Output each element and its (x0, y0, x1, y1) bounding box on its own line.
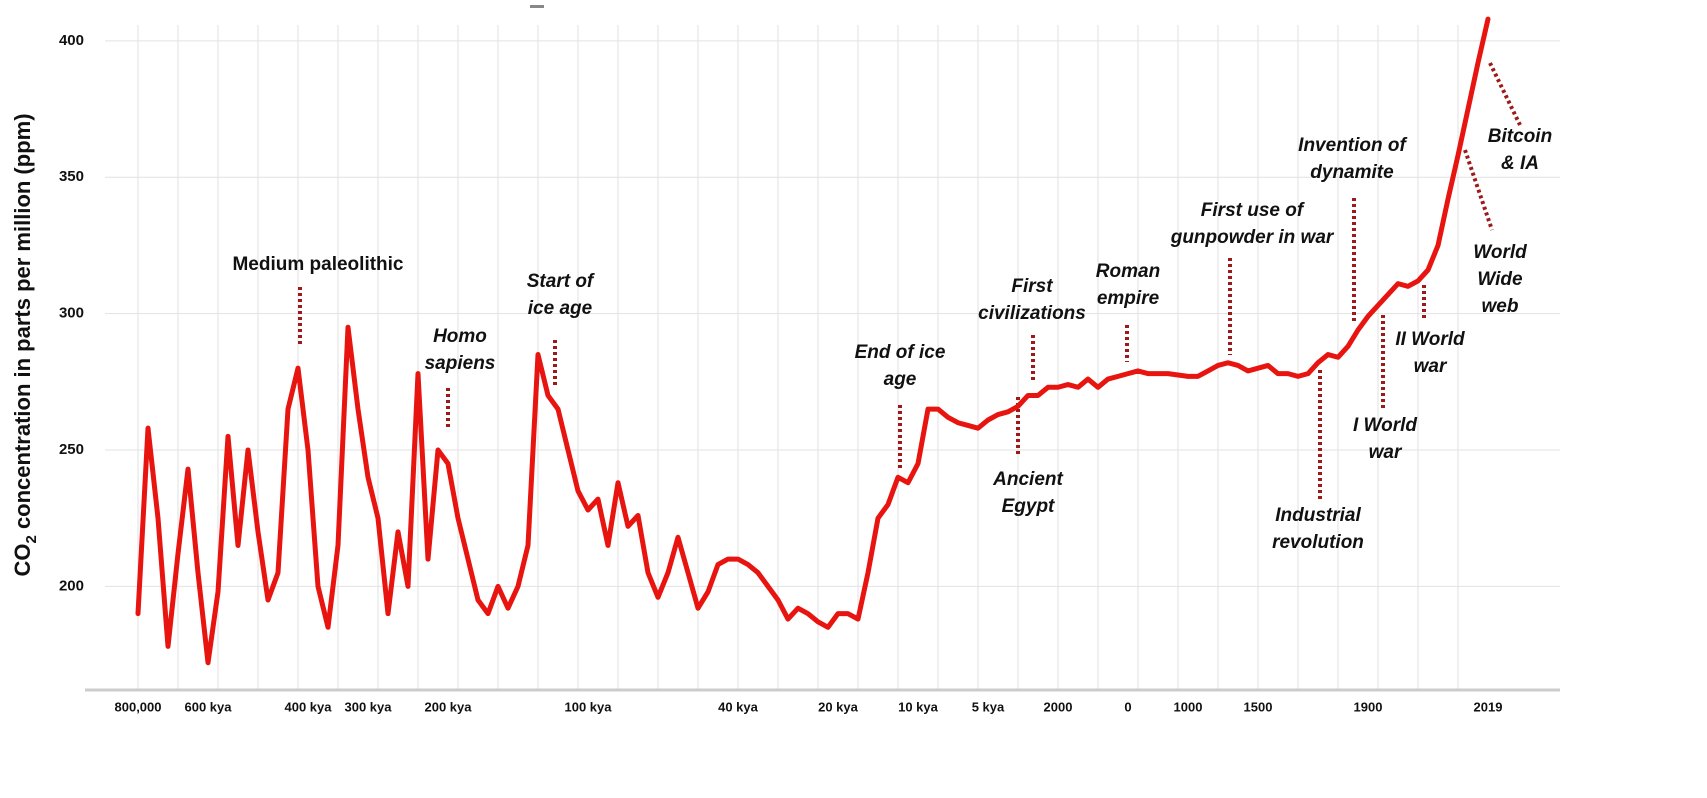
annotation: I World (1353, 415, 1417, 436)
annotation: age (884, 369, 917, 390)
annotation: civilizations (978, 303, 1086, 324)
y-tick-label: 300 (59, 305, 84, 322)
annotation: Wide (1477, 269, 1523, 290)
x-tick-label: 40 kya (718, 699, 759, 714)
annotation: Invention of (1298, 135, 1407, 156)
annotation: & IA (1501, 153, 1539, 174)
x-tick-label: 2019 (1474, 699, 1503, 714)
annotation-leader (1463, 149, 1494, 231)
annotation: web (1482, 296, 1519, 317)
decoration (530, 5, 544, 8)
annotation: World (1473, 242, 1527, 263)
annotation: war (1369, 442, 1403, 463)
x-tick-label: 300 kya (345, 699, 393, 714)
annotation: First (1011, 276, 1053, 297)
annotation: war (1414, 356, 1448, 377)
x-tick-label: 0 (1124, 699, 1131, 714)
x-tick-label: 5 kya (972, 699, 1005, 714)
annotation: Homo (433, 326, 487, 347)
annotation: II World (1395, 329, 1465, 350)
x-tick-label: 600 kya (185, 699, 233, 714)
x-tick-label: 10 kya (898, 699, 939, 714)
annotation: Medium paleolithic (232, 254, 403, 275)
annotation: sapiens (425, 353, 496, 374)
annotation: End of ice (855, 342, 946, 363)
x-tick-label: 1000 (1174, 699, 1203, 714)
y-title-part: concentration in parts per million (ppm) (10, 113, 35, 535)
x-tick-label: 400 kya (285, 699, 333, 714)
x-tick-label: 20 kya (818, 699, 859, 714)
annotation: Industrial (1275, 505, 1361, 526)
x-tick-label: 200 kya (425, 699, 473, 714)
annotation: Egypt (1002, 496, 1055, 517)
annotation: dynamite (1310, 162, 1394, 183)
y-title-part: CO (10, 544, 35, 577)
x-tick-label: 1900 (1354, 699, 1383, 714)
x-tick-label: 100 kya (565, 699, 613, 714)
annotation: ice age (528, 298, 593, 319)
y-title-part: 2 (23, 535, 40, 543)
x-tick-label: 1500 (1244, 699, 1273, 714)
y-tick-label: 250 (59, 441, 84, 458)
annotation: Ancient (992, 469, 1063, 490)
annotation: empire (1097, 288, 1160, 309)
annotation: Roman (1096, 261, 1160, 282)
annotation: gunpowder in war (1170, 227, 1335, 248)
x-tick-label: 800,000 (115, 699, 162, 714)
annotation: revolution (1272, 532, 1364, 553)
y-tick-label: 200 (59, 577, 84, 594)
x-tick-label: 2000 (1044, 699, 1073, 714)
data-line (135, 16, 1491, 666)
annotation: Bitcoin (1488, 126, 1552, 147)
y-axis-title: CO2 concentration in parts per million (… (10, 113, 41, 576)
annotation: Start of (527, 271, 595, 292)
y-tick-label: 400 (59, 32, 84, 49)
annotation-leader (1488, 62, 1522, 126)
annotation: First use of (1201, 200, 1305, 221)
y-tick-label: 350 (59, 168, 84, 185)
